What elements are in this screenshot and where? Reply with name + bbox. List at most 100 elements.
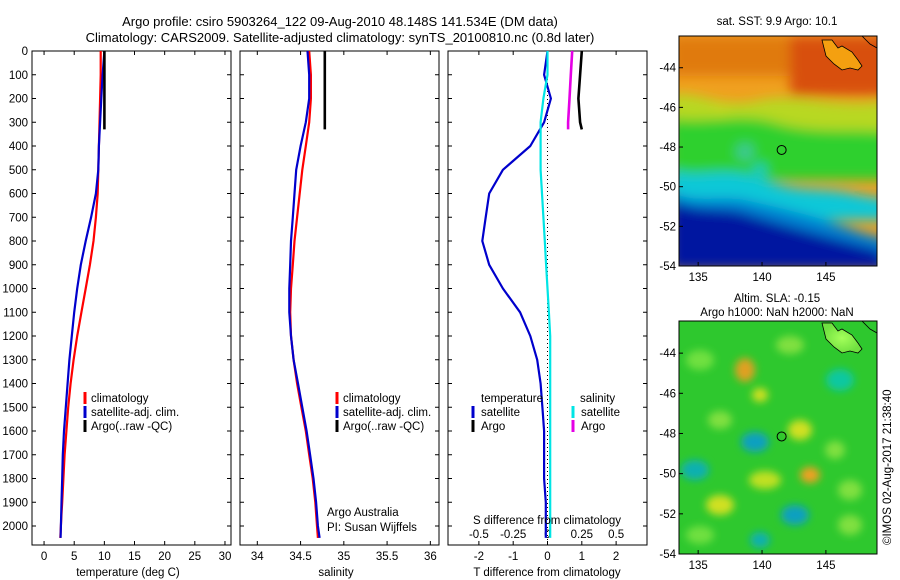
map-x-tick-label: 145 [816, 272, 835, 284]
series-line-argo-salinity [566, 50, 574, 130]
x-tick-label: 35.5 [376, 551, 398, 563]
difference-top-label: S difference from climatology [473, 515, 621, 527]
series-line-satellite-salinity [539, 51, 552, 538]
y-tick-label: 1400 [2, 379, 28, 391]
temperature-axes: 0 5 10 15 20 25 300100200300400500600700800900… [2, 46, 231, 563]
argo-position-marker [776, 431, 787, 442]
s-diff-tick-label: -0.25 [500, 529, 526, 541]
salinity-annotation-line1: Argo Australia [327, 507, 399, 519]
x-tick-label: 20 [158, 551, 171, 563]
y-tick-label: 1800 [2, 474, 28, 486]
sst-map-title: sat. SST: 9.9 Argo: 10.1 [717, 16, 838, 28]
legend-argo-label: Argo(..raw -QC) [91, 421, 172, 433]
map-y-tick-label: -48 [659, 142, 676, 154]
map-x-tick-label: 135 [689, 272, 708, 284]
x-tick-label: 15 [128, 551, 141, 563]
legend-satellite-label: satellite-adj. clim. [343, 407, 431, 419]
x-tick-label: 25 [188, 551, 201, 563]
map-y-tick-label: -46 [659, 388, 676, 400]
x-tick-label: 2 [613, 551, 619, 563]
s-diff-tick-label: -0.5 [469, 529, 489, 541]
s-diff-tick-label: 0.25 [571, 529, 593, 541]
figure-subtitle: Climatology: CARS2009. Satellite-adjuste… [86, 30, 595, 45]
mainland-coast [861, 36, 877, 49]
y-tick-label: 0 [22, 46, 28, 58]
mainland-coast [861, 321, 877, 334]
map-y-tick-label: -54 [659, 549, 676, 561]
series-line-satellite-adj-clim [59, 50, 106, 538]
legend-t-satellite-label: satellite [481, 407, 520, 419]
argo-position-marker [776, 144, 787, 155]
map-y-tick-label: -54 [659, 261, 676, 273]
y-tick-label: 600 [9, 189, 28, 201]
map-y-tick-label: -50 [659, 182, 676, 194]
legend-climatology-label: climatology [91, 393, 149, 405]
legend-s-argo-label: Argo [581, 421, 605, 433]
tasmania-landmass [821, 39, 863, 71]
sla-map-subtitle: Argo h1000: NaN h2000: NaN [700, 307, 853, 319]
sla-map-title: Altim. SLA: -0.15 [734, 293, 820, 305]
sla-map-axes: 135 140 145 -44 -46 -48 -50 -52 -54 [659, 348, 835, 572]
x-tick-label: 10 [98, 551, 111, 563]
salinity-legend: climatology satellite-adj. clim. Argo(..… [335, 392, 431, 433]
legend-t-argo-label: Argo [481, 421, 505, 433]
legend-climatology-label: climatology [343, 393, 401, 405]
y-tick-label: 1700 [2, 450, 28, 462]
x-tick-label: 36 [424, 551, 437, 563]
temperature-legend: climatology satellite-adj. clim. Argo(..… [83, 392, 179, 433]
map-y-tick-label: -52 [659, 509, 676, 521]
x-tick-label: 35 [337, 551, 350, 563]
figure-title: Argo profile: csiro 5903264_122 09-Aug-2… [122, 14, 558, 29]
difference-legend: temperature satellite Argo salinity sate… [471, 393, 620, 433]
tasmania-landmass [821, 322, 863, 354]
y-tick-label: 1600 [2, 426, 28, 438]
map-y-tick-label: -52 [659, 221, 676, 233]
map-y-tick-label: -48 [659, 428, 676, 440]
y-tick-label: 800 [9, 236, 28, 248]
map-x-tick-label: 140 [752, 272, 771, 284]
y-tick-label: 200 [9, 94, 28, 106]
sst-map-frame [678, 35, 878, 267]
x-tick-label: 34 [251, 551, 264, 563]
x-tick-label: 5 [71, 551, 77, 563]
y-tick-label: 400 [9, 141, 28, 153]
x-tick-label: -2 [474, 551, 484, 563]
y-tick-label: 300 [9, 117, 28, 129]
x-tick-label: 0 [544, 551, 550, 563]
map-y-tick-label: -44 [659, 63, 676, 75]
x-tick-label: -1 [508, 551, 518, 563]
map-y-tick-label: -46 [659, 102, 676, 114]
x-tick-label: 34.5 [289, 551, 311, 563]
y-tick-label: 500 [9, 165, 28, 177]
map-x-tick-label: 135 [689, 560, 708, 572]
y-tick-label: 1000 [2, 284, 28, 296]
legend-temperature-heading: temperature [481, 393, 543, 405]
y-tick-label: 700 [9, 212, 28, 224]
y-tick-label: 1900 [2, 497, 28, 509]
difference-axes: -2 -1 0 1 2 -0.5 -0.25 0 0.25 0.5 [448, 50, 647, 563]
map-y-tick-label: -50 [659, 469, 676, 481]
s-diff-tick-label: 0.5 [608, 529, 624, 541]
imos-credit: ©IMOS 02-Aug-2017 21:38:40 [882, 389, 894, 545]
temperature-xlabel: temperature (deg C) [76, 567, 180, 579]
y-tick-label: 1100 [3, 307, 28, 319]
s-diff-tick-label: 0 [544, 529, 550, 541]
legend-s-satellite-label: satellite [581, 407, 620, 419]
y-tick-label: 900 [9, 260, 28, 272]
salinity-xlabel: salinity [318, 567, 353, 579]
salinity-annotation-line2: PI: Susan Wijffels [327, 522, 417, 534]
map-x-tick-label: 145 [816, 560, 835, 572]
y-tick-label: 1500 [2, 402, 28, 414]
salinity-axes: 34 34.5 35 35.5 36 [240, 50, 439, 563]
sla-map-frame [678, 320, 878, 555]
series-line-satellite-temperature [481, 50, 553, 538]
x-tick-label: 30 [219, 551, 232, 563]
y-tick-label: 1200 [2, 331, 28, 343]
sst-map-axes: 135 140 145 -44 -46 -48 -50 -52 -54 [659, 63, 835, 284]
difference-xlabel: T difference from climatology [473, 567, 620, 579]
salinity-panel-frame [239, 50, 440, 546]
legend-salinity-heading: salinity [580, 393, 615, 405]
y-tick-label: 100 [9, 70, 28, 82]
map-x-tick-label: 140 [752, 560, 771, 572]
